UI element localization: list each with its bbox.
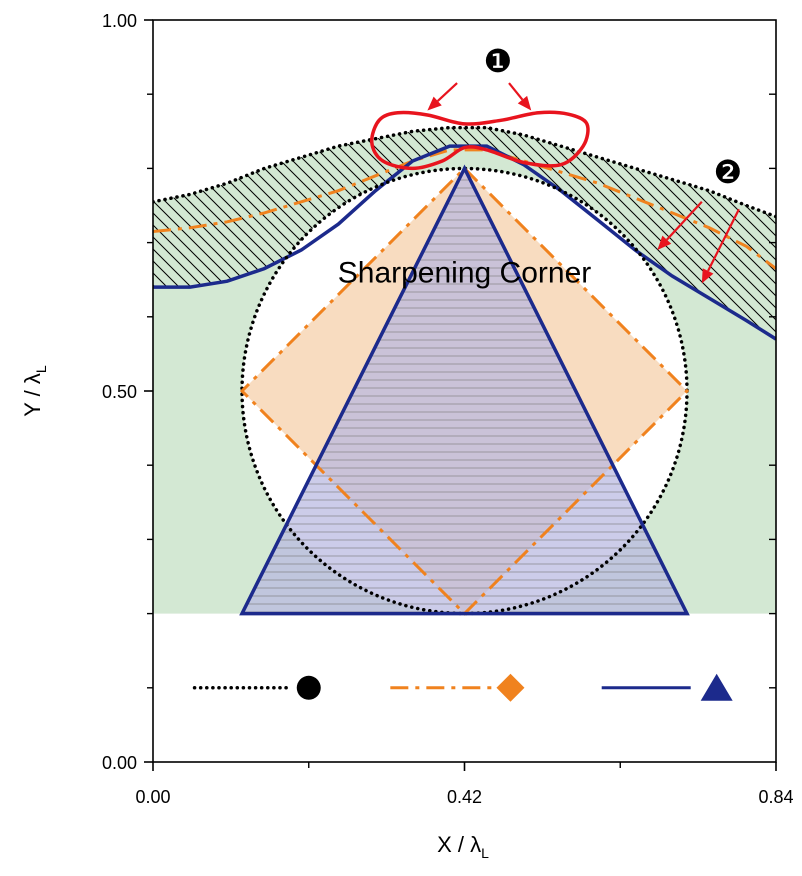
arrow-3 bbox=[657, 201, 703, 251]
y-tick-label: 0.50 bbox=[102, 382, 137, 402]
series-dashdot-line bbox=[153, 148, 776, 270]
marker-2-glyph: ❷ bbox=[713, 153, 742, 191]
y-axis-title-sub: L bbox=[33, 365, 49, 373]
x-axis-title-main: X / λ bbox=[437, 832, 481, 857]
marker-1: ❶ bbox=[484, 42, 513, 80]
arrow-4 bbox=[701, 208, 740, 284]
svg-text:X / λL: X / λL bbox=[437, 832, 489, 861]
axis-ticks: 0.00 0.42 0.84 0.00 0.50 1.00 bbox=[102, 11, 794, 807]
y-axis-title-main: Y / λ bbox=[20, 373, 45, 417]
legend-marker-triangle bbox=[700, 673, 733, 701]
arrows bbox=[427, 82, 740, 284]
x-axis-title: X / λL bbox=[437, 832, 489, 861]
legend bbox=[192, 673, 733, 702]
triangle-outline bbox=[239, 164, 690, 616]
y-tick-label: 0.00 bbox=[102, 753, 137, 773]
x-tick-label: 0.42 bbox=[447, 787, 482, 807]
marker-labels: ❶❷ bbox=[484, 42, 743, 191]
red-loop bbox=[370, 110, 590, 171]
arrow-2 bbox=[508, 82, 532, 111]
y-tick-label: 1.00 bbox=[102, 11, 137, 31]
x-axis-title-sub: L bbox=[481, 845, 489, 861]
legend-item-circle bbox=[192, 675, 321, 700]
hatched-band bbox=[153, 127, 776, 340]
legend-marker-diamond bbox=[496, 673, 525, 702]
y-axis-title: Y / λL bbox=[20, 365, 49, 417]
series-dotted-line bbox=[153, 125, 776, 219]
marker-2: ❷ bbox=[713, 153, 742, 191]
svg-text:Y / λL: Y / λL bbox=[20, 365, 49, 417]
annotation-sharpening-corner: Sharpening Corner bbox=[338, 256, 592, 289]
legend-item-triangle bbox=[601, 673, 733, 701]
arrow-1 bbox=[427, 82, 458, 111]
x-tick-label: 0.00 bbox=[135, 787, 170, 807]
legend-item-diamond bbox=[390, 673, 525, 702]
x-tick-label: 0.84 bbox=[758, 787, 793, 807]
marker-1-glyph: ❶ bbox=[484, 42, 513, 80]
legend-marker-circle bbox=[296, 675, 321, 700]
